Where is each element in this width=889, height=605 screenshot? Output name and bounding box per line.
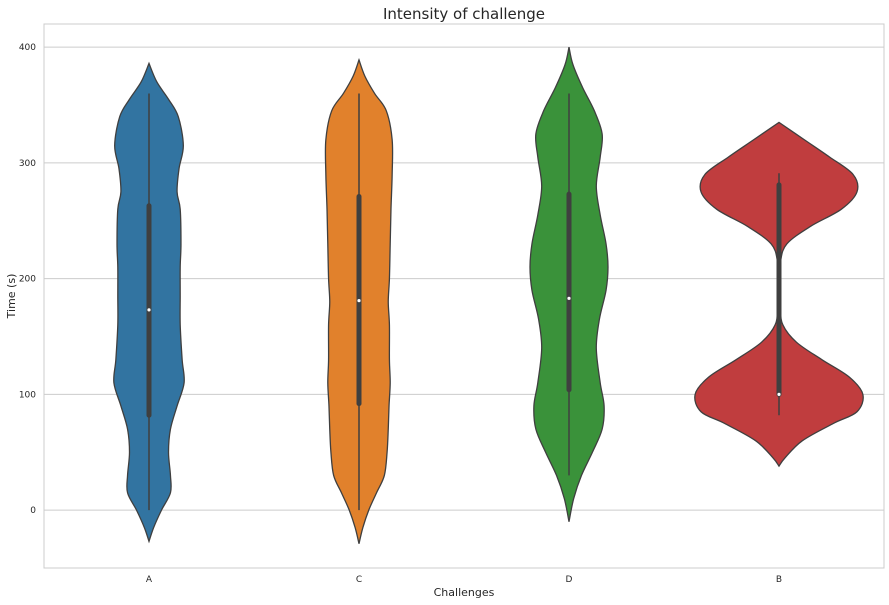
x-tick-C: C: [356, 575, 362, 585]
x-tick-B: B: [776, 575, 782, 585]
x-axis-label: Challenges: [434, 586, 495, 599]
violin-A: [113, 61, 185, 544]
median-point-D: [567, 296, 571, 300]
chart-title: Intensity of challenge: [383, 5, 545, 23]
y-tick-300: 300: [19, 159, 36, 169]
y-tick-0: 0: [30, 506, 36, 516]
x-tick-D: D: [566, 575, 573, 585]
y-tick-400: 400: [19, 43, 36, 53]
violin-D: [529, 47, 609, 522]
median-point-A: [147, 308, 151, 312]
violin-C: [324, 57, 394, 544]
violins: [113, 47, 864, 544]
y-axis-label: Time (s): [5, 274, 18, 320]
x-tick-A: A: [146, 575, 153, 585]
y-tick-100: 100: [19, 390, 36, 400]
y-tick-200: 200: [19, 275, 36, 285]
y-tick-labels: 0 100 200 300 400: [19, 43, 36, 516]
median-point-C: [357, 299, 361, 303]
plot-frame: [43, 23, 885, 569]
median-point-B: [777, 392, 781, 396]
violin-B: [694, 121, 864, 468]
